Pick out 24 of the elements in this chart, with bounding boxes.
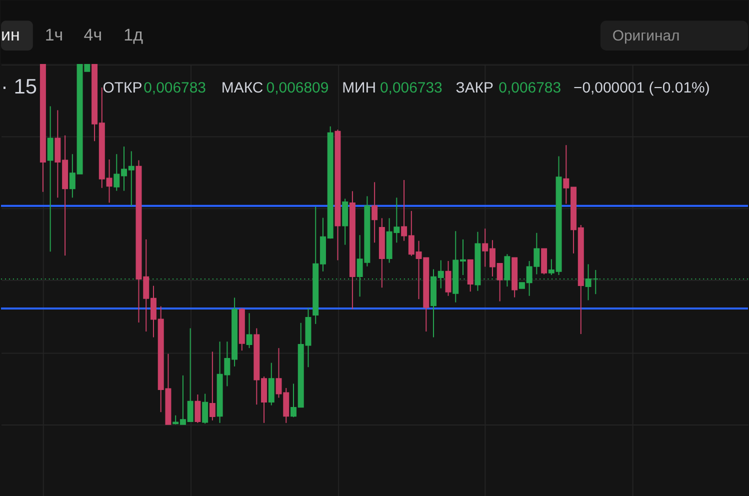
annotation: −0,000001 (−0.01%) [573, 79, 710, 96]
annotation: 0,006783 [498, 79, 562, 96]
annotation: ЗАКР [456, 79, 494, 96]
annotation: ОТКР [102, 79, 142, 96]
candlestick [372, 182, 378, 244]
text: Оригинал [612, 28, 680, 45]
text: · 15 [0, 75, 38, 98]
candlestick [342, 198, 348, 246]
annotation: 0,006809 [266, 79, 329, 96]
candlestick [445, 260, 452, 296]
candlestick [209, 351, 216, 421]
candlestick [202, 393, 208, 424]
text: 1ч [44, 26, 64, 45]
text: ин [0, 26, 20, 45]
text: 1д [124, 26, 144, 45]
annotation: 0,006733 [380, 79, 442, 96]
annotation: МАКС [221, 79, 264, 96]
annotation: МИН [342, 79, 376, 96]
annotation: 0,006783 [144, 79, 206, 96]
candlestick [246, 312, 252, 349]
candlestick [268, 362, 274, 406]
text: 4ч [84, 26, 102, 45]
candlestick [194, 394, 201, 424]
candlestick [47, 106, 54, 252]
